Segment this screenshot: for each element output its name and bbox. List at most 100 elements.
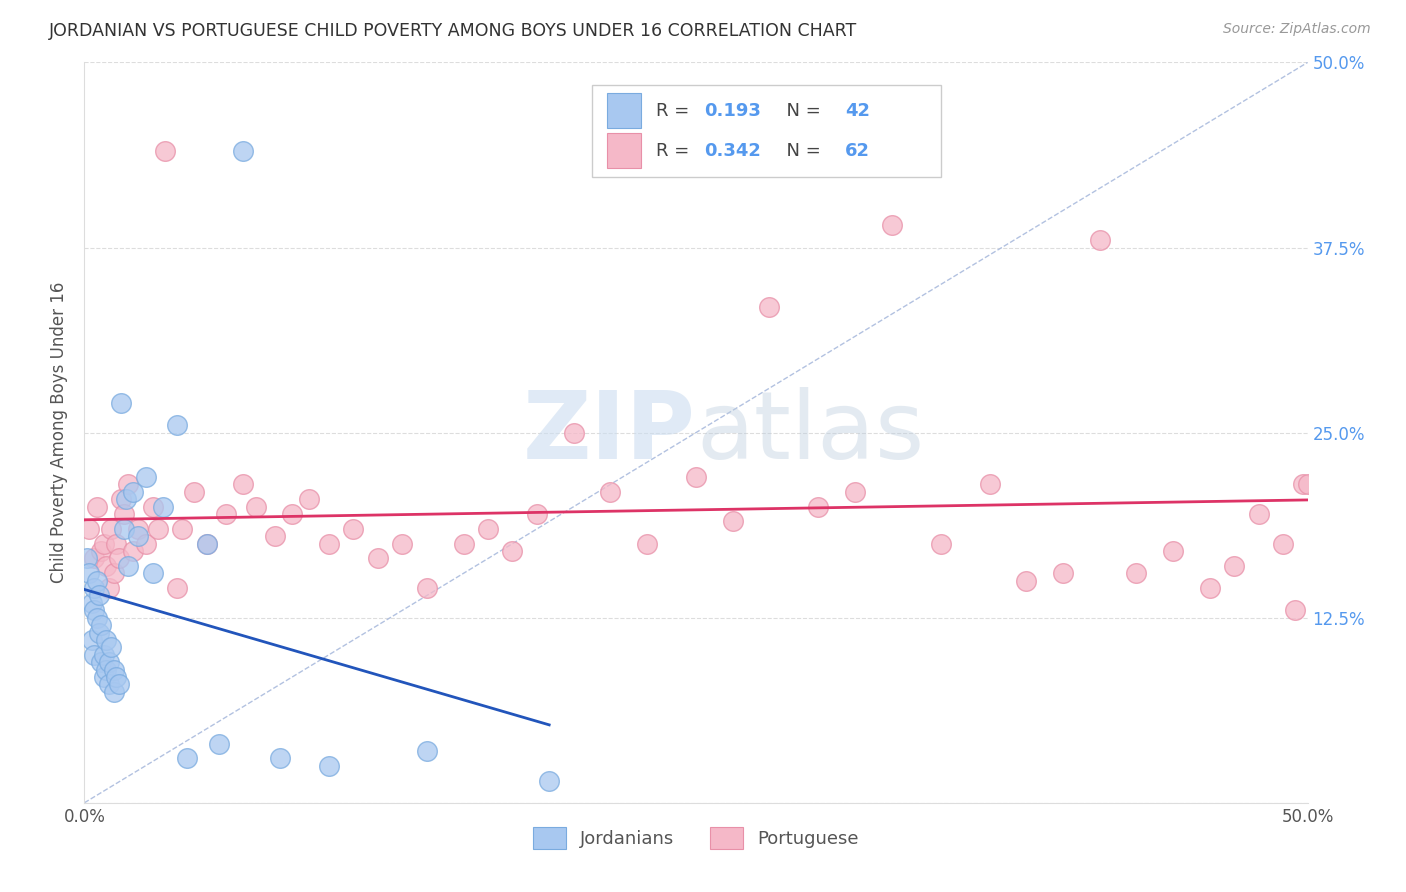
Point xyxy=(107,677,129,691)
Point xyxy=(93,670,115,684)
Text: 42: 42 xyxy=(845,102,870,120)
Point xyxy=(264,529,287,543)
Point xyxy=(83,551,105,566)
Point xyxy=(208,737,231,751)
Point xyxy=(90,544,112,558)
Point xyxy=(105,670,128,684)
Point xyxy=(1088,233,1111,247)
Point xyxy=(562,425,585,440)
Point xyxy=(979,477,1001,491)
Point xyxy=(416,581,439,595)
Point xyxy=(153,145,176,159)
Legend: Jordanians, Portuguese: Jordanians, Portuguese xyxy=(526,821,866,856)
Point xyxy=(1198,581,1220,595)
Point xyxy=(100,522,122,536)
Point xyxy=(112,522,135,536)
Point xyxy=(127,529,149,543)
Text: JORDANIAN VS PORTUGUESE CHILD POVERTY AMONG BOYS UNDER 16 CORRELATION CHART: JORDANIAN VS PORTUGUESE CHILD POVERTY AM… xyxy=(49,22,858,40)
Point xyxy=(117,477,139,491)
Text: ZIP: ZIP xyxy=(523,386,696,479)
Point xyxy=(1161,544,1184,558)
FancyBboxPatch shape xyxy=(606,133,641,169)
Y-axis label: Child Poverty Among Boys Under 16: Child Poverty Among Boys Under 16 xyxy=(51,282,69,583)
Point xyxy=(90,618,112,632)
Point xyxy=(281,507,304,521)
Point xyxy=(1284,603,1306,617)
Point xyxy=(245,500,267,514)
Point xyxy=(502,544,524,558)
Point xyxy=(636,536,658,550)
Point xyxy=(110,396,132,410)
Point xyxy=(166,581,188,595)
Point xyxy=(1292,477,1315,491)
Text: N =: N = xyxy=(776,102,827,120)
Point xyxy=(103,685,125,699)
Text: Source: ZipAtlas.com: Source: ZipAtlas.com xyxy=(1223,22,1371,37)
Point xyxy=(87,589,110,603)
Point xyxy=(844,484,866,499)
Point xyxy=(1015,574,1038,588)
Point xyxy=(135,470,157,484)
Point xyxy=(142,566,165,581)
Point xyxy=(77,522,100,536)
Point xyxy=(110,492,132,507)
Point xyxy=(127,522,149,536)
Point xyxy=(96,663,118,677)
Point xyxy=(318,536,340,550)
Point xyxy=(172,522,194,536)
Point xyxy=(183,484,205,499)
Point xyxy=(391,536,413,550)
FancyBboxPatch shape xyxy=(606,93,641,128)
Point xyxy=(526,507,548,521)
FancyBboxPatch shape xyxy=(592,85,941,178)
Point xyxy=(83,603,105,617)
Point xyxy=(367,551,389,566)
Point xyxy=(1247,507,1270,521)
Point xyxy=(298,492,321,507)
Text: 0.193: 0.193 xyxy=(704,102,762,120)
Point xyxy=(685,470,707,484)
Point xyxy=(103,566,125,581)
Point xyxy=(146,522,169,536)
Point xyxy=(77,566,100,581)
Point xyxy=(1272,536,1295,550)
Point xyxy=(929,536,952,550)
Point xyxy=(232,145,254,159)
Point xyxy=(215,507,238,521)
Point xyxy=(538,773,561,788)
Point xyxy=(112,507,135,521)
Point xyxy=(96,558,118,573)
Point xyxy=(97,655,120,669)
Point xyxy=(195,536,218,550)
Point xyxy=(122,544,145,558)
Point xyxy=(477,522,499,536)
Point xyxy=(105,536,128,550)
Point xyxy=(880,219,903,233)
Point xyxy=(142,500,165,514)
Point xyxy=(122,484,145,499)
Text: 62: 62 xyxy=(845,142,870,160)
Point xyxy=(115,492,138,507)
Point xyxy=(86,610,108,624)
Point xyxy=(195,536,218,550)
Point xyxy=(176,751,198,765)
Point xyxy=(97,677,120,691)
Point xyxy=(103,663,125,677)
Point xyxy=(269,751,291,765)
Text: R =: R = xyxy=(655,142,695,160)
Point xyxy=(721,515,744,529)
Point xyxy=(318,758,340,772)
Point xyxy=(80,596,103,610)
Point xyxy=(83,581,105,595)
Point xyxy=(1223,558,1246,573)
Point xyxy=(80,632,103,647)
Text: 0.342: 0.342 xyxy=(704,142,762,160)
Point xyxy=(87,625,110,640)
Point xyxy=(96,632,118,647)
Point xyxy=(1296,477,1319,491)
Point xyxy=(117,558,139,573)
Point xyxy=(1125,566,1147,581)
Point xyxy=(100,640,122,655)
Point xyxy=(599,484,621,499)
Point xyxy=(90,655,112,669)
